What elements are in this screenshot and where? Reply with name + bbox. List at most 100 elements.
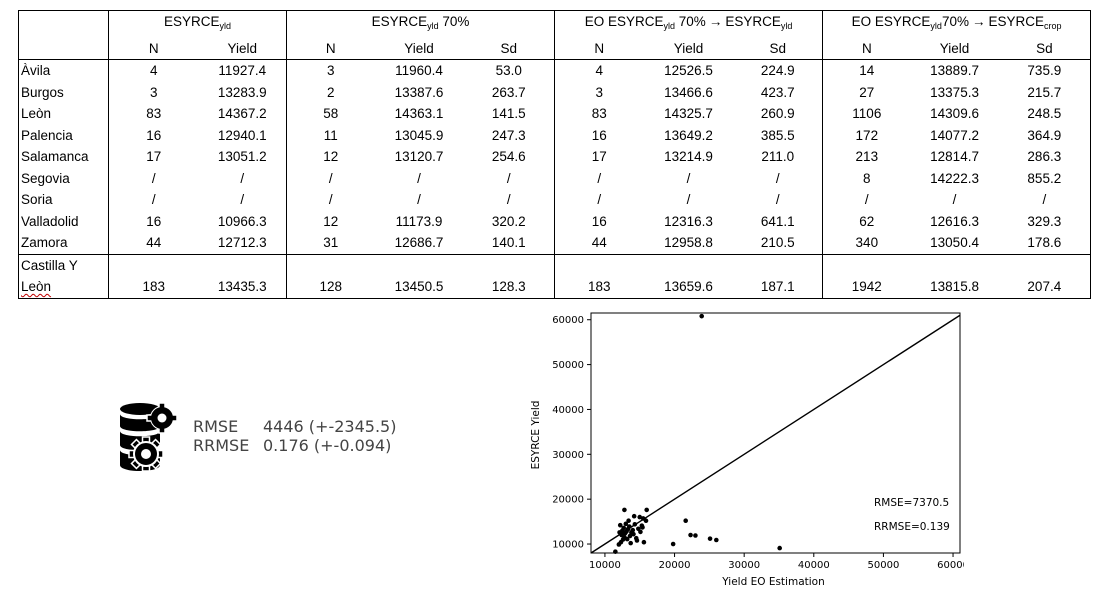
subheader-yield: Yield	[643, 37, 734, 60]
table-cell: 211.0	[761, 149, 795, 164]
data-point	[617, 530, 622, 535]
table-row: Soria / / / / / / / / / / /	[18, 189, 1092, 211]
total-cell: 128	[286, 276, 375, 299]
table-cell: /	[240, 170, 245, 186]
table-cell: 4	[108, 59, 199, 82]
data-point	[714, 537, 719, 543]
total-region-text: Leòn	[21, 279, 52, 294]
table-cell: 735.9	[998, 59, 1092, 82]
table-cell: 3	[108, 81, 199, 103]
group-suffix: 70%	[675, 14, 706, 29]
region-cell: Àvila	[18, 59, 109, 82]
table-cell: 286.3	[998, 146, 1092, 168]
group-sub: yld	[219, 21, 232, 31]
table-cell: 12616.3	[930, 213, 979, 229]
annotation-1: RMSE=7370.5	[874, 497, 949, 509]
table-cell: 178.6	[998, 232, 1092, 255]
data-point	[631, 531, 636, 537]
group-suffix: 70%	[941, 14, 969, 29]
total-region-line1: Castilla Y	[18, 254, 109, 276]
rrmse-value: 0.176 (+-0.094)	[263, 436, 392, 455]
table-cell: /	[286, 167, 375, 189]
table-row: Valladolid 16 10966.3 12 11173.9 320.2 16 12316…	[18, 210, 1092, 232]
table-cell: 16	[554, 124, 644, 146]
table-cell: 641.1	[760, 213, 795, 229]
table-cell: 83	[108, 103, 199, 125]
table-cell: 1106	[822, 103, 911, 125]
table-cell: 11927.4	[218, 63, 267, 78]
group-target-sub: crop	[1044, 21, 1062, 31]
x-axis-label: Yield EO Estimation	[721, 576, 825, 588]
group-header-2: ESYRCEyld 70%	[286, 10, 555, 38]
y-tick-label: 50000	[552, 360, 584, 371]
rrmse-label: RRMSE	[193, 436, 250, 455]
total-cell: 13659.6	[643, 276, 734, 299]
table-cell: 8	[822, 167, 911, 189]
table-cell: /	[240, 192, 245, 207]
total-cell: 13450.5	[374, 276, 464, 299]
data-point	[627, 533, 633, 539]
table-cell: 11	[286, 124, 375, 146]
data-point	[626, 518, 631, 524]
table-cell: 140.1	[463, 232, 555, 255]
table-row: Burgos 3 13283.9 2 13387.6 263.7 3 13466.6 423.7…	[18, 81, 1092, 103]
data-point	[631, 513, 637, 519]
y-tick-label: 10000	[552, 540, 584, 551]
x-tick-label: 60000	[937, 560, 964, 571]
total-spacer	[822, 254, 911, 276]
region-cell: Valladolid	[18, 210, 109, 232]
table-cell: 13050.4	[910, 232, 999, 255]
data-point	[707, 536, 713, 541]
table-cell: 14077.2	[930, 127, 979, 143]
table-cell: 12316.3	[664, 213, 713, 229]
group-base: EO ESYRCE	[584, 14, 664, 29]
total-spacer	[199, 254, 287, 276]
table-cell: 254.6	[491, 149, 526, 164]
table-cell: 12686.7	[374, 232, 464, 255]
header-corner	[18, 10, 109, 38]
table-cell: 215.7	[998, 81, 1092, 103]
total-row-line1: Castilla Y	[18, 254, 1092, 276]
total-row: Leòn 183 13435.3 128 13450.5 128.3 183 13659.6 1…	[18, 276, 1092, 299]
x-tick-label: 10000	[589, 560, 621, 571]
table-cell: 12	[286, 210, 375, 232]
subheader-sd: Sd	[463, 37, 555, 60]
y-axis-label: ESYRCE Yield	[530, 401, 542, 470]
y-tick-label: 30000	[552, 450, 584, 461]
region-cell: Soria	[18, 189, 109, 211]
total-spacer	[734, 254, 823, 276]
table-cell: 2	[286, 81, 375, 103]
table-cell: 12	[286, 146, 375, 168]
x-tick-label: 20000	[659, 560, 691, 571]
table-cell: 14309.6	[930, 106, 979, 121]
group-sub: yld	[930, 21, 942, 31]
group-sub: yld	[427, 21, 439, 31]
table-cell: 17	[108, 146, 199, 168]
data-point	[632, 521, 638, 527]
table-cell: 16	[108, 210, 199, 232]
arrow-icon: →	[971, 14, 986, 29]
table-cell: 27	[822, 81, 911, 103]
table-cell: /	[417, 170, 421, 186]
group-header-3: EO ESYRCEyld 70% → ESYRCEyld	[554, 10, 823, 38]
table-row: Àvila 4 11927.4 3 11960.4 53.0 4 12526.5 224.9 14…	[18, 59, 1092, 82]
table-cell: 385.5	[760, 127, 795, 143]
table-cell: 4	[554, 59, 644, 82]
rrmse-row: RRMSE 0.176 (+-0.094)	[193, 436, 396, 455]
table-cell: 16	[108, 124, 199, 146]
total-cell: 183	[554, 276, 644, 299]
data-point	[634, 538, 640, 543]
table-cell: 44	[554, 232, 644, 255]
table-cell: /	[554, 167, 644, 189]
table-cell: 12712.3	[198, 232, 287, 255]
table-cell: 12814.7	[930, 149, 979, 164]
group-suffix: 70%	[438, 14, 470, 29]
metric-values: RMSE 4446 (+-2345.5) RRMSE 0.176 (+-0.094)	[193, 417, 396, 455]
region-cell: Burgos	[18, 81, 109, 103]
total-spacer	[554, 254, 644, 276]
group-target: ESYRCE	[988, 14, 1044, 29]
group-sub: yld	[663, 21, 676, 31]
table-cell: 364.9	[998, 124, 1092, 146]
table-cell: 210.5	[733, 232, 823, 255]
table-cell: 141.5	[491, 106, 526, 121]
